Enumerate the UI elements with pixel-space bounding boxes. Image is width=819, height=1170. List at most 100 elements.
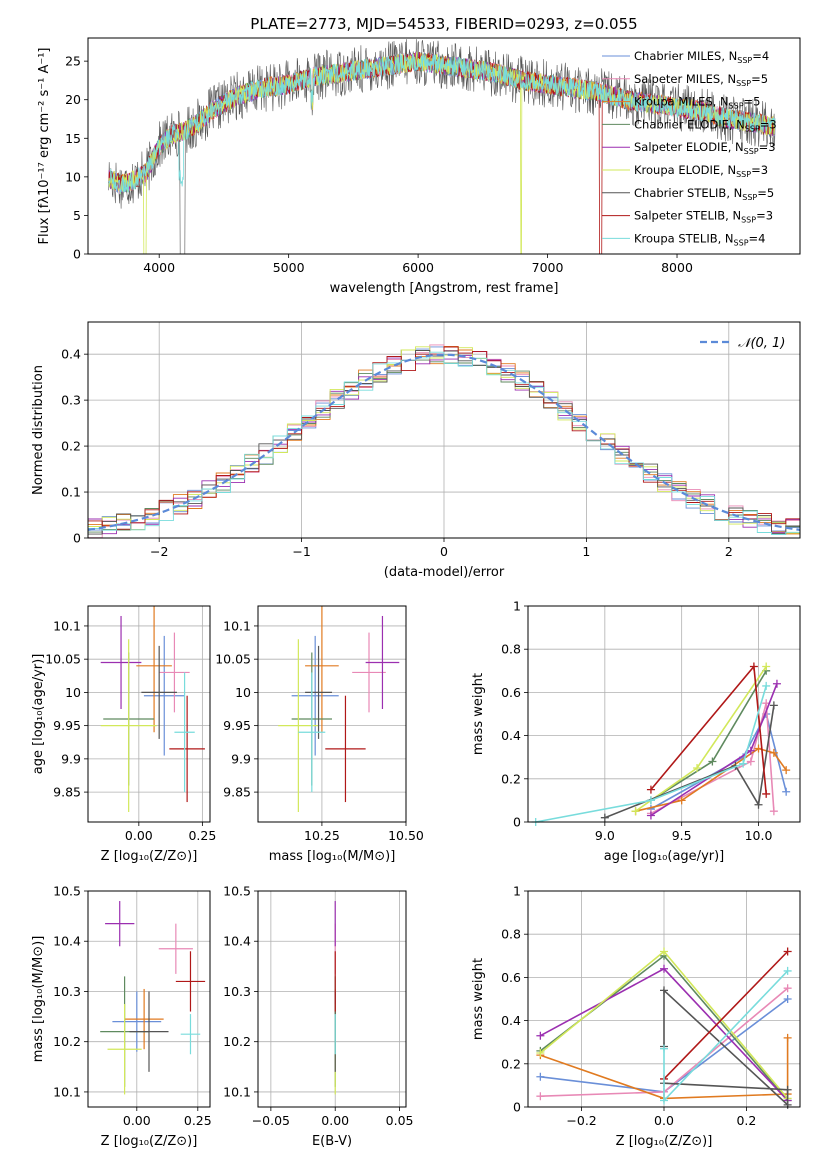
weight-marker xyxy=(782,787,791,796)
x-tick-label: 10.0 xyxy=(745,828,773,843)
x-tick-label: 8000 xyxy=(661,260,693,275)
y-axis-label: mass weight xyxy=(471,673,486,755)
y-tick-label: 10.4 xyxy=(223,934,251,949)
weight-marker xyxy=(754,800,763,809)
x-tick-label: 0.0 xyxy=(654,1113,674,1128)
weight-series-kroupa-elodie xyxy=(631,662,771,816)
legend-entry-kroupa-elodie: Kroupa ELODIE, NSSP=3 xyxy=(634,163,768,179)
legend-entry-kroupa-stelib: Kroupa STELIB, NSSP=4 xyxy=(634,231,765,247)
errorbar-point-kroupa-miles xyxy=(136,606,172,733)
y-tick-label: 9.9 xyxy=(61,751,81,766)
y-tick-label: 0.8 xyxy=(501,927,521,942)
legend-value: =5 xyxy=(744,95,761,109)
legend-entry-chabrier-miles: Chabrier MILES, NSSP=4 xyxy=(634,49,769,65)
weight-line xyxy=(650,664,767,794)
y-tick-label: 0.2 xyxy=(501,771,521,786)
y-tick-label: 9.85 xyxy=(53,785,81,800)
weight-marker xyxy=(708,757,717,766)
y-axis-label: Flux [fλ10⁻¹⁷ erg cm⁻² s⁻¹ A⁻¹] xyxy=(37,48,52,245)
weight-marker xyxy=(769,701,778,710)
y-tick-label: 10.5 xyxy=(53,884,81,899)
legend-entry-salpeter-stelib: Salpeter STELIB, NSSP=3 xyxy=(634,209,773,225)
x-tick-label: −1 xyxy=(292,544,310,559)
normal-curve xyxy=(87,353,801,531)
legend-entry-salpeter-miles: Salpeter MILES, NSSP=5 xyxy=(634,72,768,88)
errorbar-point-kroupa-elodie xyxy=(278,639,319,813)
weight-marker xyxy=(783,966,792,975)
legend-text: Chabrier ELODIE, N xyxy=(634,117,745,131)
y-tick-label: 0.4 xyxy=(501,1013,521,1028)
y-axis-label: mass weight xyxy=(471,958,486,1040)
x-tick-label: 0.25 xyxy=(188,828,216,843)
errorbar-point-kroupa-stelib xyxy=(174,672,195,793)
legend-subscript: SSP xyxy=(734,238,749,247)
x-tick-label: −2 xyxy=(150,544,168,559)
x-tick-label: 0.00 xyxy=(123,1113,151,1128)
y-tick-label: 10 xyxy=(235,685,251,700)
weight-marker xyxy=(631,807,640,816)
errorbar-point-salpeter-stelib xyxy=(325,695,366,803)
y-tick-label: 0.6 xyxy=(501,970,521,985)
errorbar-point-chabrier-miles xyxy=(112,991,162,1052)
legend-subscript: SSP xyxy=(745,124,760,133)
errorbar-point-kroupa-miles xyxy=(124,988,164,1050)
weight-marker xyxy=(749,662,758,671)
y-tick-label: 10.3 xyxy=(53,984,81,999)
y-tick-label: 10.05 xyxy=(215,652,251,667)
x-axis-label: Z [log₁₀(Z/Z⊙)] xyxy=(101,1134,198,1149)
legend-value: =4 xyxy=(752,49,769,63)
x-tick-label: 9.5 xyxy=(672,828,692,843)
weight-marker xyxy=(646,811,655,820)
y-tick-label: 9.95 xyxy=(53,718,81,733)
panel-mass-weight-vs-age: 9.0 9.5 10.0 0 0.2 0.4 0.6 0.8 1 age [log₁₀(age/y… xyxy=(471,599,801,864)
panel-mass-weight-vs-z: −0.2 0.0 0.2 0 0.2 0.4 0.6 0.8 1 Z [log₁₀(Z/Z⊙)] m… xyxy=(471,884,801,1149)
panel-age-vs-z: 0.00 0.25 9.85 9.9 9.95 10 10.05 10.1 Z [log₁₀(Z… xyxy=(31,605,216,864)
legend-value: =4 xyxy=(749,231,766,245)
errorbar-point-kroupa-stelib xyxy=(180,1014,201,1055)
legend-text: Salpeter STELIB, N xyxy=(634,209,741,223)
y-axis-label: age [log₁₀(age/yr)] xyxy=(31,654,46,775)
x-tick-label: −0.05 xyxy=(252,1113,290,1128)
weight-marker xyxy=(660,1044,668,1053)
legend-entry-kroupa-miles: Kroupa MILES, NSSP=5 xyxy=(634,95,760,111)
x-tick-label: 2 xyxy=(725,544,733,559)
legend-subscript: SSP xyxy=(737,56,752,65)
x-axis-label: Z [log₁₀(Z/Z⊙)] xyxy=(101,849,198,864)
weight-line xyxy=(635,666,767,812)
y-tick-label: 10.4 xyxy=(53,934,81,949)
panel-residual-distribution: −2 −1 0 1 2 0 0.1 0.2 0.3 0.4 (data-model)/error No… xyxy=(31,321,801,580)
y-tick-label: 0.3 xyxy=(61,393,81,408)
weight-marker xyxy=(660,1096,668,1105)
errorbar-point-kroupa-stelib xyxy=(298,672,326,793)
errorbar-point-chabrier-stelib xyxy=(129,991,169,1072)
weight-marker xyxy=(660,947,668,956)
errorbar-point-salpeter-elodie xyxy=(365,615,400,710)
spectrum-line-kroupa-stelib xyxy=(108,53,776,195)
y-tick-label: 0 xyxy=(73,531,81,546)
weight-line xyxy=(540,1037,789,1100)
weight-marker xyxy=(739,759,748,768)
legend-subscript: SSP xyxy=(741,216,756,225)
y-tick-label: 10.2 xyxy=(53,1034,81,1049)
x-tick-label: 0 xyxy=(440,544,448,559)
weight-marker xyxy=(536,1031,545,1040)
y-tick-label: 1 xyxy=(513,884,521,899)
legend-value: =3 xyxy=(760,117,777,131)
legend-entry-chabrier-elodie: Chabrier ELODIE, NSSP=3 xyxy=(634,117,777,133)
weight-line xyxy=(663,950,789,1080)
plot-frame xyxy=(87,890,211,1108)
legend-text: Kroupa STELIB, N xyxy=(634,231,734,245)
y-tick-label: 10.5 xyxy=(223,884,251,899)
y-tick-label: 0 xyxy=(73,247,81,262)
panel-spectrum: 4000 5000 6000 7000 8000 0 5 10 15 20 25 wavelength… xyxy=(37,37,801,296)
errorbar-point-salpeter-miles xyxy=(352,632,386,713)
y-tick-label: 1 xyxy=(513,599,521,614)
errorbar-point-kroupa-elodie xyxy=(100,639,157,813)
y-axis-label: mass [log₁₀(M/M⊙)] xyxy=(31,936,46,1063)
weight-series-salpeter-stelib xyxy=(660,947,792,1083)
weight-marker xyxy=(677,796,686,805)
x-axis-label: E(B-V) xyxy=(312,1134,352,1149)
legend-subscript: SSP xyxy=(729,102,744,111)
x-tick-label: 0.25 xyxy=(184,1113,212,1128)
weight-marker xyxy=(783,947,792,956)
